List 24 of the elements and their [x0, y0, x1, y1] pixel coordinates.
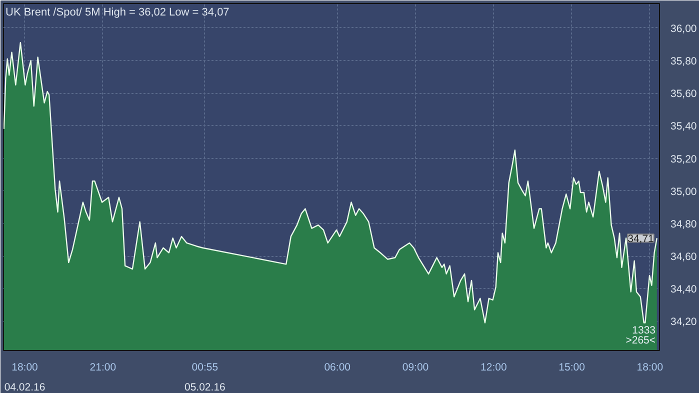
text: 05.02.16 — [184, 382, 226, 393]
x-tick-label: 21:00 — [90, 362, 116, 374]
x-tick-label: 12:00 — [480, 362, 507, 374]
annotation: >265< — [626, 334, 656, 346]
annotation: 1333 — [632, 324, 656, 336]
y-tick-label: 34,80 — [670, 218, 697, 230]
x-tick-label: 06:00 — [324, 362, 351, 374]
y-tick-label: 36,00 — [670, 22, 697, 35]
y-tick-label: 34,60 — [670, 251, 697, 264]
y-tick-label: 35,00 — [670, 186, 697, 198]
x-tick-label: 18:00 — [12, 362, 38, 374]
y-tick-label: 35,60 — [670, 88, 697, 100]
y-tick-label: 35,20 — [670, 153, 697, 166]
x-tick-label: 15:00 — [558, 362, 586, 374]
y-tick-label: 35,80 — [670, 56, 697, 68]
x-tick-label: 00:55 — [192, 362, 218, 374]
y-tick-label: 34,40 — [670, 284, 697, 296]
x-tick-label: 18:00 — [636, 362, 664, 374]
chart-title: UK Brent /Spot/ 5M High = 36,02 Low = 34,07 — [6, 6, 230, 18]
y-tick-label: 34,20 — [670, 316, 697, 328]
annotation: 34,71 — [628, 233, 654, 246]
text: 04.02.16 — [4, 382, 46, 393]
y-tick-label: 35,40 — [670, 120, 697, 133]
x-tick-label: 09:00 — [402, 362, 429, 374]
